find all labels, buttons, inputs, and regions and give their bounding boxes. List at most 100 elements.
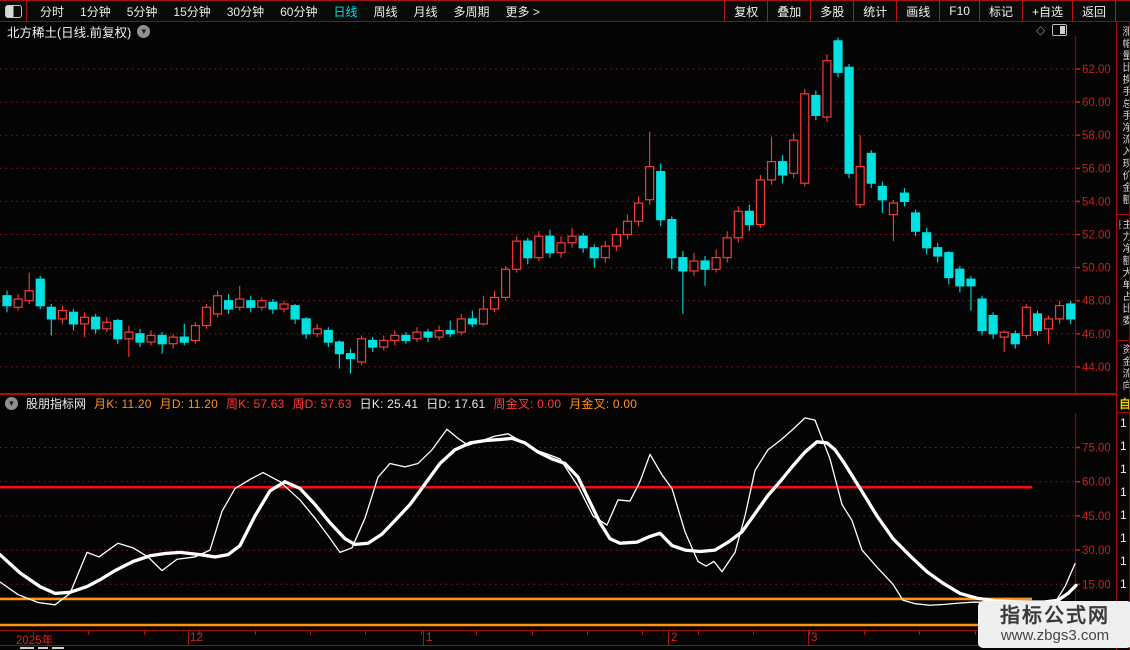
duogu-button[interactable]: 多股 xyxy=(810,1,853,21)
indicator-field: 月D: 11.20 xyxy=(159,397,218,411)
svg-text:45.00: 45.00 xyxy=(1082,511,1111,523)
month-separator xyxy=(423,631,424,646)
indicator-field: 月K: 11.20 xyxy=(94,397,152,411)
tab-monthly[interactable]: 月线 xyxy=(413,4,438,19)
right-panel-clipped-text: 涨幅量比换手总手净流入现价金额 xyxy=(1120,26,1130,206)
chart-corner-icons: ◇ xyxy=(1036,23,1068,37)
svg-text:60.00: 60.00 xyxy=(1082,477,1111,489)
more-menu-button[interactable]: 更多 > xyxy=(505,4,540,19)
svg-text:60.00: 60.00 xyxy=(1082,97,1111,109)
x-axis-label: 1 xyxy=(426,632,433,644)
svg-text:48.00: 48.00 xyxy=(1082,296,1111,308)
tab-60min[interactable]: 60分钟 xyxy=(280,4,318,19)
quote-digit: 1 xyxy=(1120,508,1127,522)
tab-15min[interactable]: 15分钟 xyxy=(173,4,211,19)
right-panel-strip[interactable]: 涨幅量比换手总手净流入现价金额 主力净额大单占比委差 资金流向 自 1 1 1 1 1 1… xyxy=(1116,22,1130,650)
biaoji-button[interactable]: 标记 xyxy=(978,1,1022,21)
week-tick xyxy=(809,631,810,635)
tab-5min[interactable]: 5分钟 xyxy=(126,4,158,19)
divider xyxy=(1117,214,1130,215)
quote-digit: 1 xyxy=(1120,462,1127,476)
right-panel-clipped-text: 资金流向 xyxy=(1120,344,1130,392)
week-tick xyxy=(476,631,477,635)
month-separator xyxy=(668,631,669,646)
x-axis-label: 3 xyxy=(811,632,818,644)
svg-text:50.00: 50.00 xyxy=(1082,263,1111,275)
tongji-button[interactable]: 统计 xyxy=(853,1,896,21)
page-title: 北方稀土(日线.前复权) xyxy=(7,26,132,40)
toolbar-right-buttons: 复权 叠加 多股 统计 画线 F10 标记 +自选 返回 xyxy=(724,1,1116,21)
indicator-field: 日D: 17.61 xyxy=(426,397,486,411)
indicator-field: 周金叉: 0.00 xyxy=(493,397,562,411)
kdj-indicator-chart[interactable]: 75.00 60.00 45.00 30.00 15.00 xyxy=(0,413,1130,627)
svg-text:62.00: 62.00 xyxy=(1082,64,1111,76)
quote-digit: 1 xyxy=(1120,531,1127,545)
watermark: 指标公式网 www.zbgs3.com xyxy=(978,601,1130,648)
week-tick xyxy=(532,631,533,635)
right-panel-clipped-text: 主力净额大单占比委差 xyxy=(1119,219,1130,327)
week-tick xyxy=(642,631,643,635)
month-separator xyxy=(808,631,809,646)
tab-1min[interactable]: 1分钟 xyxy=(80,4,111,19)
quote-digit: 1 xyxy=(1120,577,1127,591)
tab-daily[interactable]: 日线 xyxy=(333,4,358,19)
pane-divider[interactable] xyxy=(0,393,1130,395)
huaxian-button[interactable]: 画线 xyxy=(896,1,939,21)
svg-text:44.00: 44.00 xyxy=(1082,362,1111,374)
week-tick xyxy=(753,631,754,635)
week-tick xyxy=(88,631,89,635)
x-axis[interactable]: 2025年 12 1 2 3 xyxy=(0,630,1130,647)
quote-digit: 1 xyxy=(1120,554,1127,568)
week-tick xyxy=(421,631,422,635)
svg-text:75.00: 75.00 xyxy=(1082,443,1111,455)
back-button[interactable]: 返回 xyxy=(1071,1,1116,21)
tab-30min[interactable]: 30分钟 xyxy=(226,4,265,19)
svg-text:30.00: 30.00 xyxy=(1082,545,1111,557)
quote-digit: 1 xyxy=(1120,485,1127,499)
x-axis-label: 2 xyxy=(671,632,678,644)
watchlist-tab-clipped[interactable]: 自 xyxy=(1119,397,1130,411)
week-tick xyxy=(255,631,256,635)
svg-text:46.00: 46.00 xyxy=(1082,329,1111,341)
candlestick-chart[interactable]: 62.00 60.00 58.00 56.00 54.00 52.00 50.00 48.00… xyxy=(0,36,1130,393)
quote-digit: 1 xyxy=(1120,416,1127,430)
week-tick xyxy=(33,631,34,635)
indicator-header: ▼ 股朋指标网 月K: 11.20 月D: 11.20 周K: 57.63 周D… xyxy=(0,395,637,412)
week-tick xyxy=(144,631,145,635)
clipped-bottom-pane xyxy=(0,647,1130,650)
tab-weekly[interactable]: 周线 xyxy=(373,4,398,19)
divider xyxy=(1117,412,1130,413)
sidebar-toggle-button[interactable] xyxy=(0,1,27,21)
panel-layout-icon[interactable] xyxy=(1052,24,1068,36)
svg-text:58.00: 58.00 xyxy=(1082,130,1111,142)
month-separator xyxy=(188,631,189,646)
f10-button[interactable]: F10 xyxy=(939,1,979,21)
x-axis-label: 2025年 xyxy=(16,635,54,647)
indicator-field: 周D: 57.63 xyxy=(292,397,352,411)
divider xyxy=(1117,340,1130,341)
tab-fenshi[interactable]: 分时 xyxy=(40,4,65,19)
add-watchlist-button[interactable]: +自选 xyxy=(1021,1,1072,21)
diamond-icon: ◇ xyxy=(1036,23,1046,37)
week-tick xyxy=(919,631,920,635)
svg-text:56.00: 56.00 xyxy=(1082,163,1111,175)
week-tick xyxy=(864,631,865,635)
svg-text:52.00: 52.00 xyxy=(1082,230,1111,242)
period-tabs: 分时 1分钟 5分钟 15分钟 30分钟 60分钟 日线 周线 月线 多周期 xyxy=(27,3,490,20)
tab-multiperiod[interactable]: 多周期 xyxy=(453,4,490,19)
x-axis-label: 12 xyxy=(190,632,203,644)
svg-text:15.00: 15.00 xyxy=(1082,579,1111,591)
indicator-name: 股朋指标网 xyxy=(26,397,87,411)
diejia-button[interactable]: 叠加 xyxy=(767,1,810,21)
chevron-down-icon[interactable]: ▼ xyxy=(5,397,18,410)
week-tick xyxy=(199,631,200,635)
week-tick xyxy=(310,631,311,635)
title-row: 北方稀土(日线.前复权) ▼ xyxy=(0,23,151,40)
quote-digit: 1 xyxy=(1120,439,1127,453)
chevron-down-icon[interactable]: ▼ xyxy=(137,25,151,38)
indicator-field: 周K: 57.63 xyxy=(225,397,285,411)
fuquan-button[interactable]: 复权 xyxy=(724,1,767,21)
week-tick xyxy=(365,631,366,635)
week-tick xyxy=(587,631,588,635)
